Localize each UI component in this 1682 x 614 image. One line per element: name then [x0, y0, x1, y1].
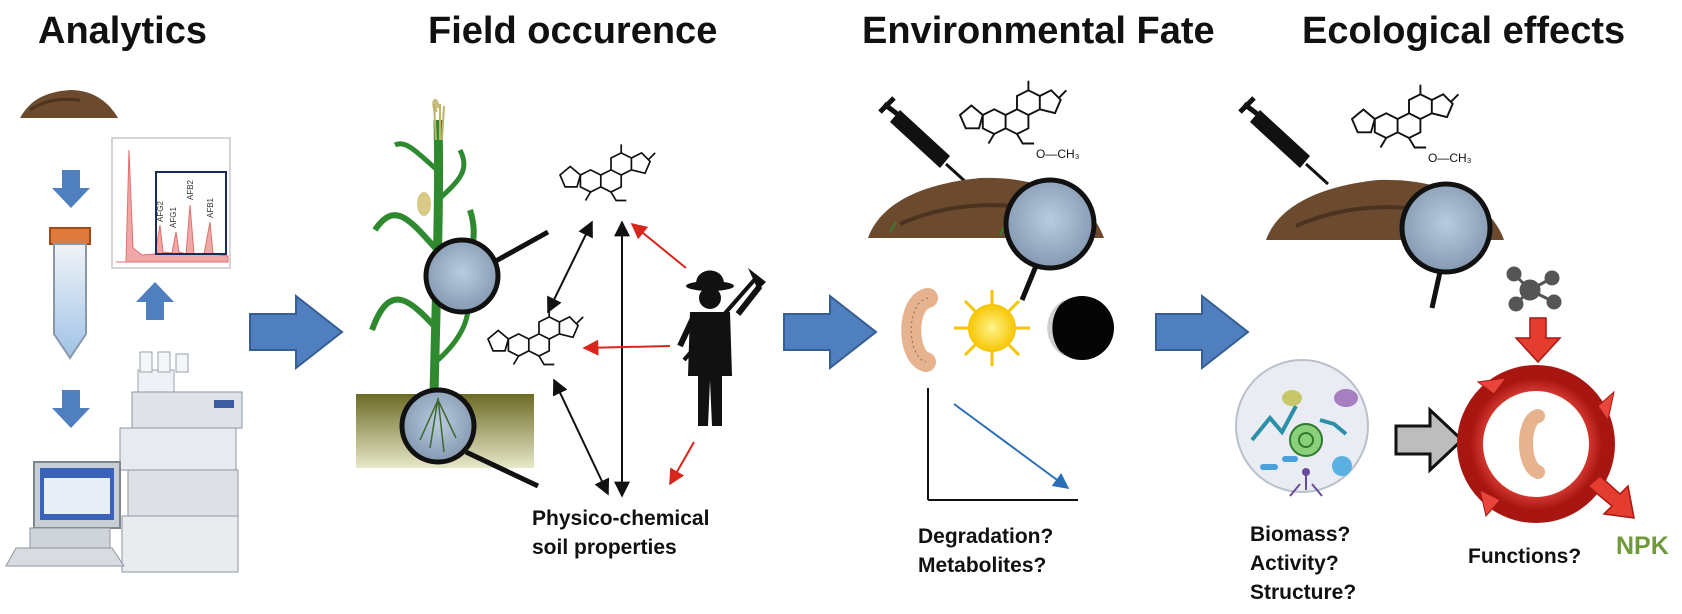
analytics-title: Analytics	[38, 10, 207, 52]
physico-chemical-text: Physico-chemical	[532, 507, 710, 530]
structure-text: Structure?	[1250, 581, 1357, 604]
peak-label-afb2: AFB2	[186, 179, 195, 200]
chromatogram-icon	[111, 137, 231, 269]
arrow-down-icon	[52, 170, 90, 208]
microbes-circle-icon	[1235, 359, 1369, 497]
soil-pile-icon	[20, 90, 118, 118]
peak-label-afg2: AFG2	[156, 201, 165, 222]
sun-icon	[954, 290, 1030, 366]
fate-label: Degradation? Metabolites?	[918, 522, 1053, 580]
hplc-instrument-icon	[5, 351, 243, 573]
red-down-arrow-icon	[1514, 317, 1562, 364]
functions-label: Functions?	[1468, 545, 1582, 568]
flow-arrow-1	[249, 293, 344, 371]
peak-label-afb1: AFB1	[206, 197, 215, 218]
black-arrows	[547, 220, 630, 498]
arrow-down-icon	[52, 390, 90, 428]
soil-magnifier-icon	[1399, 181, 1493, 275]
cycle-ring-icon	[1457, 365, 1615, 523]
soil-properties-text: soil properties	[532, 536, 677, 559]
red-arrows	[582, 222, 695, 486]
degradation-plot	[927, 388, 1078, 501]
test-tube-icon	[49, 227, 91, 360]
aflatoxin-molecule-fate	[959, 79, 1068, 145]
bacterium-icon	[901, 288, 938, 372]
flow-arrow-3	[1155, 293, 1250, 371]
root-magnifier-icon	[399, 387, 477, 465]
ecological-effects-title: Ecological effects	[1302, 10, 1626, 52]
aflatoxin-molecule-ecology	[1351, 83, 1460, 149]
arrow-up-icon	[136, 282, 174, 320]
syringe-icon	[1238, 96, 1330, 186]
flow-arrow-2	[783, 293, 878, 371]
field-label: Physico-chemical soil properties	[532, 504, 709, 562]
aflatoxin-molecule-middle	[487, 307, 585, 366]
moon-icon	[1047, 296, 1114, 360]
field-occurence-title: Field occurence	[428, 10, 718, 52]
methoxy-label-fate: O—CH₃	[1036, 147, 1080, 161]
red-output-arrow-icon	[1586, 475, 1635, 519]
farmer-icon	[677, 268, 766, 426]
leaf-magnifier-icon	[423, 237, 501, 315]
metabolites-text: Metabolites?	[918, 554, 1047, 577]
aflatoxin-molecule-top	[559, 143, 657, 202]
npk-label: NPK	[1616, 532, 1669, 560]
syringe-icon	[878, 96, 970, 186]
peak-label-afg1: AFG1	[169, 207, 178, 228]
environmental-fate-title: Environmental Fate	[862, 10, 1215, 52]
methoxy-label-ecology: O—CH₃	[1428, 151, 1472, 165]
ecology-label: Biomass? Activity? Structure?	[1250, 520, 1356, 607]
soil-magnifier-icon	[1003, 177, 1097, 271]
molecule-network-icon	[1506, 266, 1562, 312]
activity-text: Activity?	[1250, 552, 1339, 575]
degradation-text: Degradation?	[918, 525, 1054, 548]
biomass-text: Biomass?	[1250, 523, 1351, 546]
gray-arrow-icon	[1394, 406, 1465, 474]
